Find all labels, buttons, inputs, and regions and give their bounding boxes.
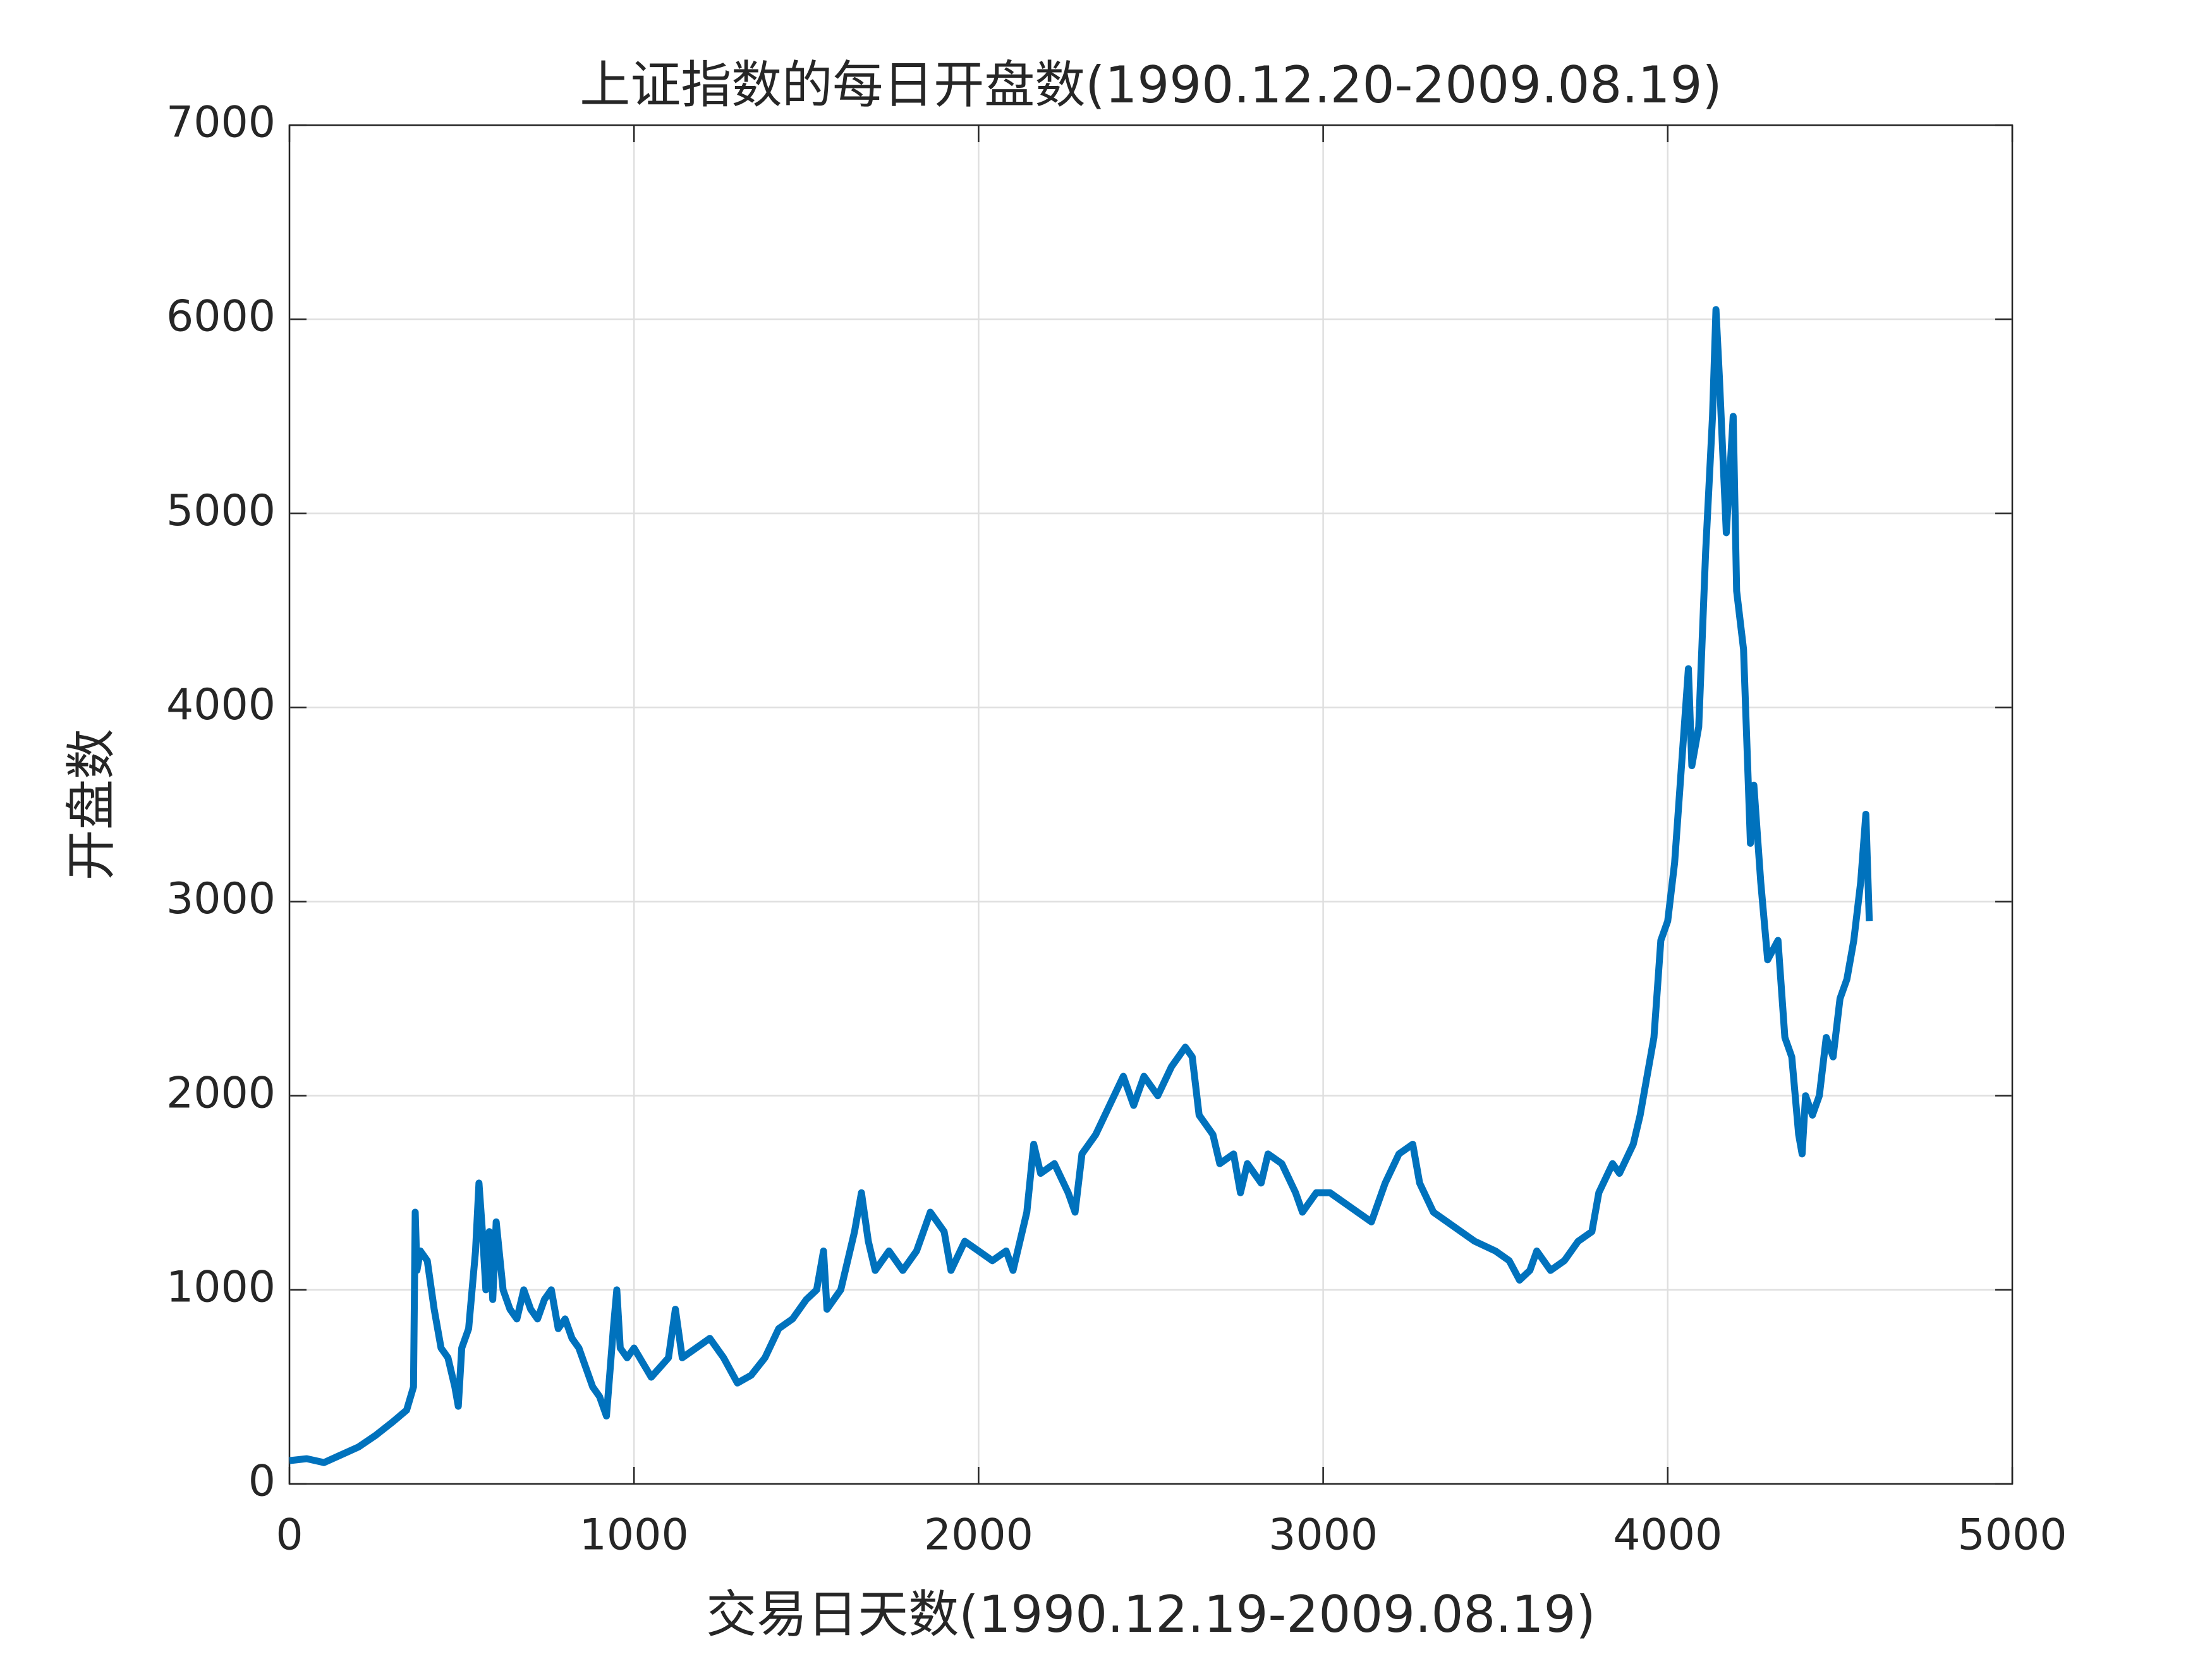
y-tick-label: 3000: [166, 874, 276, 924]
data-line: [289, 306, 1873, 1466]
y-tick-label: 1000: [166, 1262, 276, 1312]
y-tick-label: 2000: [166, 1068, 276, 1118]
x-tick-label: 4000: [1613, 1510, 1722, 1560]
chart-title: 上证指数的每日开盘数(1990.12.20-2009.08.19): [580, 56, 1722, 114]
y-tick-label: 6000: [166, 292, 276, 342]
y-tick-label: 0: [248, 1457, 276, 1507]
x-tick-label: 2000: [924, 1510, 1033, 1560]
y-tick-label: 4000: [166, 680, 276, 730]
x-axis-label: 交易日天数(1990.12.19-2009.08.19): [706, 1585, 1595, 1644]
x-tick-label: 0: [276, 1510, 303, 1560]
y-axis-label: 开盘数: [62, 729, 121, 880]
x-tick-label: 1000: [580, 1510, 689, 1560]
x-tick-label: 5000: [1957, 1510, 2067, 1560]
y-tick-label: 7000: [166, 98, 276, 148]
plot-frame: [288, 124, 2014, 1485]
x-tick-label: 3000: [1268, 1510, 1378, 1560]
y-tick-label: 5000: [166, 486, 276, 536]
